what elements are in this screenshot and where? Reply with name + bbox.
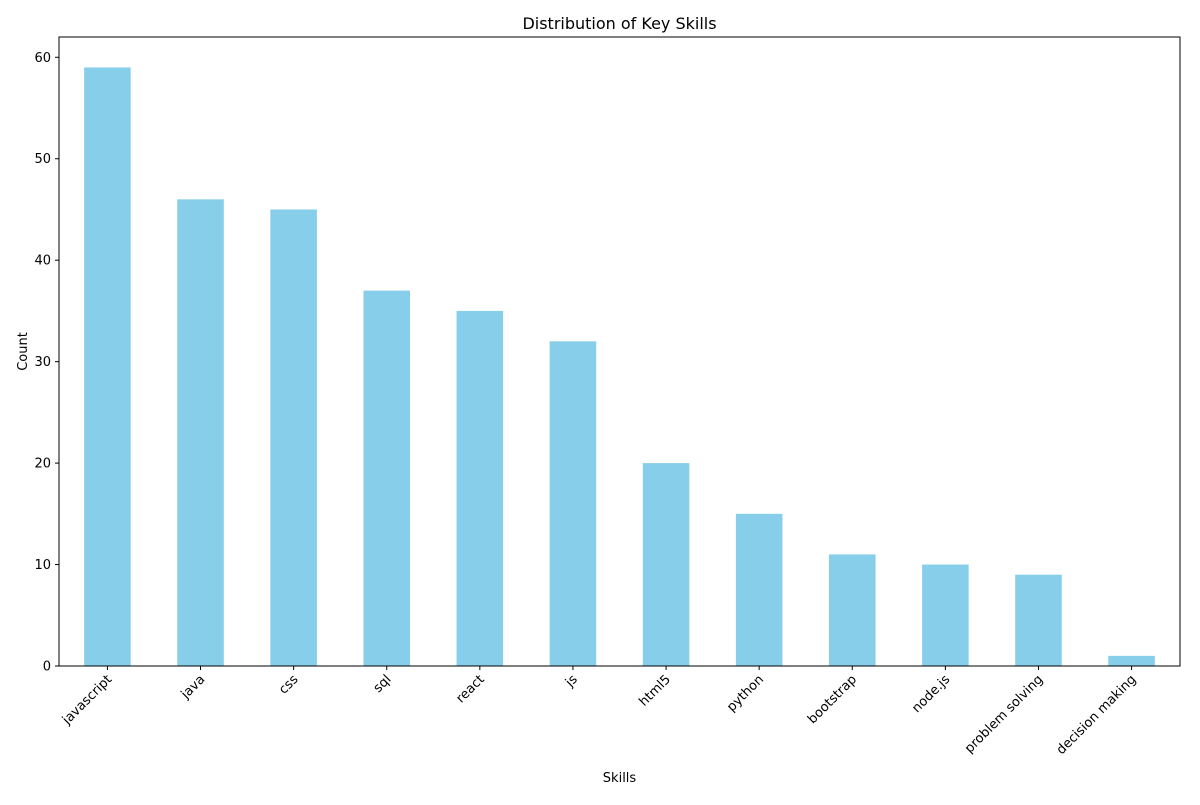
- x-tick-label: css: [276, 672, 301, 697]
- y-tick-label: 60: [34, 51, 51, 66]
- x-tick-label: javascript: [59, 672, 115, 728]
- bar-html5: [642, 463, 690, 666]
- bar-problem-solving: [1015, 574, 1062, 666]
- x-tick-label: java: [178, 672, 209, 703]
- bar-react: [456, 310, 504, 666]
- plot-frame: [58, 36, 1181, 667]
- bar-css: [270, 209, 317, 666]
- y-tick-label: 10: [34, 558, 51, 573]
- y-tick-label: 50: [34, 152, 51, 167]
- chart-title: Distribution of Key Skills: [522, 14, 716, 33]
- x-axis: javascript java css sql react js html5 python bo…: [59, 666, 1139, 758]
- x-tick-label: html5: [636, 672, 673, 709]
- x-tick-label: problem solving: [962, 672, 1046, 756]
- y-axis-label: Count: [16, 332, 31, 371]
- y-tick-label: 40: [34, 254, 51, 269]
- x-tick-label: sql: [371, 672, 395, 696]
- bar-node-js: [922, 564, 969, 666]
- bar-bootstrap: [828, 554, 876, 666]
- bar-decision-making: [1108, 655, 1155, 666]
- plot-area: [84, 67, 1155, 666]
- x-tick-label: react: [454, 672, 488, 706]
- x-axis-label: Skills: [603, 771, 637, 786]
- x-tick-label: python: [724, 672, 767, 715]
- bar-sql: [363, 290, 411, 666]
- bar-java: [177, 199, 224, 666]
- bar-js: [549, 341, 597, 666]
- y-tick-label: 20: [34, 457, 51, 472]
- x-tick-label: js: [562, 672, 581, 691]
- y-tick-label: 0: [43, 660, 51, 675]
- x-tick-label: bootstrap: [805, 672, 860, 727]
- x-tick-label: decision making: [1054, 672, 1140, 758]
- bar-javascript: [84, 67, 131, 666]
- y-tick-label: 30: [34, 355, 51, 370]
- y-axis: 0 10 20 30 40 50 60: [34, 51, 59, 675]
- bar-python: [735, 513, 783, 666]
- x-tick-label: node.js: [909, 672, 953, 716]
